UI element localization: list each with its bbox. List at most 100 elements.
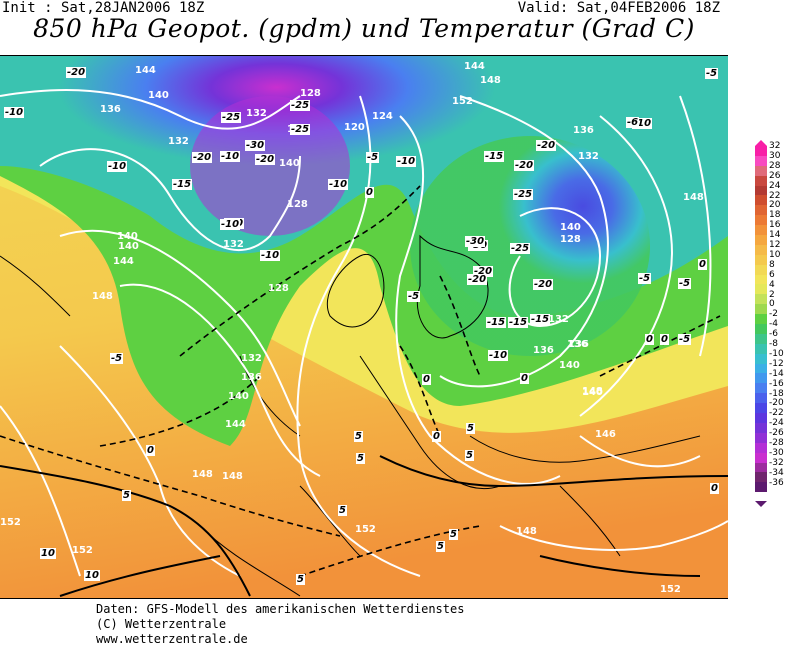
legend-value: -18: [769, 388, 784, 399]
legend-cap-bottom: [755, 501, 767, 507]
geopot-label: 136: [568, 339, 589, 350]
geopot-label: 132: [223, 239, 244, 250]
temp-label: 0: [432, 431, 441, 442]
legend-swatch: [755, 264, 767, 275]
temp-label: 5: [338, 505, 347, 516]
geopot-label: 136: [567, 339, 588, 350]
geopot-label: 148: [683, 192, 704, 203]
temp-label: 5: [354, 431, 363, 442]
geopot-label: 148: [222, 471, 243, 482]
legend-swatch: [755, 333, 767, 344]
legend-swatch: [755, 274, 767, 285]
temp-label: -15: [172, 179, 193, 190]
legend-value: 12: [769, 240, 781, 250]
legend-value: 6: [769, 269, 775, 280]
temp-label: 0: [698, 259, 707, 270]
footer: Daten: GFS-Modell des amerikanischen Wet…: [96, 602, 464, 647]
legend-value: 24: [769, 180, 781, 191]
temp-label: -15: [508, 317, 529, 328]
legend-value: 26: [769, 170, 781, 181]
legend-swatch: [755, 452, 767, 463]
temp-label: -20: [467, 274, 488, 285]
legend-value: -10: [769, 348, 784, 359]
legend-value: -16: [769, 378, 784, 389]
temp-label: 5: [122, 490, 131, 501]
geopot-label: 146: [595, 429, 616, 440]
init-time: Init : Sat,28JAN2006 18Z: [2, 0, 205, 16]
temp-label: -20: [192, 152, 213, 163]
legend-value: 14: [769, 230, 781, 241]
legend-swatch: [755, 294, 767, 305]
geopot-label: 144: [113, 256, 134, 267]
map-canvas: [0, 56, 728, 598]
chart-title: 850 hPa Geopot. (gpdm) und Temperatur (G…: [33, 14, 695, 43]
legend-swatch: [755, 343, 767, 354]
temp-label: -6: [626, 117, 640, 128]
legend-swatch: [755, 462, 767, 473]
temp-label: -10: [220, 219, 241, 230]
legend-swatch: [755, 175, 767, 186]
geopot-label: 128: [268, 283, 289, 294]
geopot-label: 152: [452, 96, 473, 107]
temp-label: -10: [488, 350, 509, 361]
temp-label: -10: [632, 118, 653, 129]
legend-value: -28: [769, 438, 784, 448]
legend-value: -30: [769, 447, 784, 458]
geopot-label: 152: [72, 545, 93, 556]
temp-label: 5: [449, 529, 458, 540]
geopot-label: 132: [578, 151, 599, 162]
legend-value: -22: [769, 408, 784, 419]
legend-swatch: [755, 225, 767, 236]
legend-value: 10: [769, 249, 781, 260]
legend-value: -32: [769, 457, 784, 468]
geopot-label: 128: [560, 234, 581, 245]
temp-label: -10: [4, 107, 25, 118]
geopot-label: 140: [148, 90, 169, 101]
legend-swatch: [755, 215, 767, 226]
footer-data-source: Daten: GFS-Modell des amerikanischen Wet…: [96, 602, 465, 616]
geopot-label: 144: [464, 61, 485, 72]
legend-value: -8: [769, 339, 778, 349]
color-legend: [755, 146, 767, 493]
legend-swatch: [755, 254, 767, 265]
geopot-label: 148: [192, 469, 213, 480]
weather-map: 144 140 136 132 136 132 140 128 124 120 …: [0, 55, 728, 599]
footer-url[interactable]: www.wetterzentrale.de: [96, 632, 248, 646]
temp-label: -5: [366, 152, 380, 163]
isohypses: [0, 89, 728, 577]
geopot-label: 140: [228, 391, 249, 402]
legend-swatch: [755, 195, 767, 206]
temp-label: -10: [396, 156, 417, 167]
temp-label: 10: [84, 570, 100, 581]
legend-value: 8: [769, 259, 775, 270]
geopot-label: 148: [516, 526, 537, 537]
temp-label: -5: [705, 68, 719, 79]
temp-label: 10: [40, 548, 56, 559]
legend-value: 28: [769, 160, 781, 171]
temp-label: -5: [110, 353, 124, 364]
legend-swatch: [755, 422, 767, 433]
temp-label: -25: [510, 243, 531, 254]
legend-swatch: [755, 353, 767, 364]
temp-label: -10: [107, 161, 128, 172]
legend-swatch: [755, 314, 767, 325]
temp-label: 0: [660, 334, 669, 345]
temp-label: -20: [473, 266, 494, 277]
temp-label: -10: [260, 250, 281, 261]
temp-label: -25: [290, 124, 311, 135]
isotherms: [0, 185, 721, 577]
legend-swatch: [755, 363, 767, 374]
geopot-label: 128: [287, 199, 308, 210]
legend-value: -2: [769, 309, 778, 320]
temp-label: 0: [645, 334, 654, 345]
legend-value: -26: [769, 428, 784, 439]
temp-label: -20: [66, 67, 87, 78]
temp-label: -5: [678, 278, 692, 289]
legend-swatch: [755, 472, 767, 483]
geopot-label: 140: [559, 360, 580, 371]
geopot-label: 152: [660, 584, 681, 595]
temp-label: 0: [365, 187, 374, 198]
temp-label: 5: [436, 541, 445, 552]
geopot-label: 136: [533, 345, 554, 356]
temp-label: -10: [220, 151, 241, 162]
